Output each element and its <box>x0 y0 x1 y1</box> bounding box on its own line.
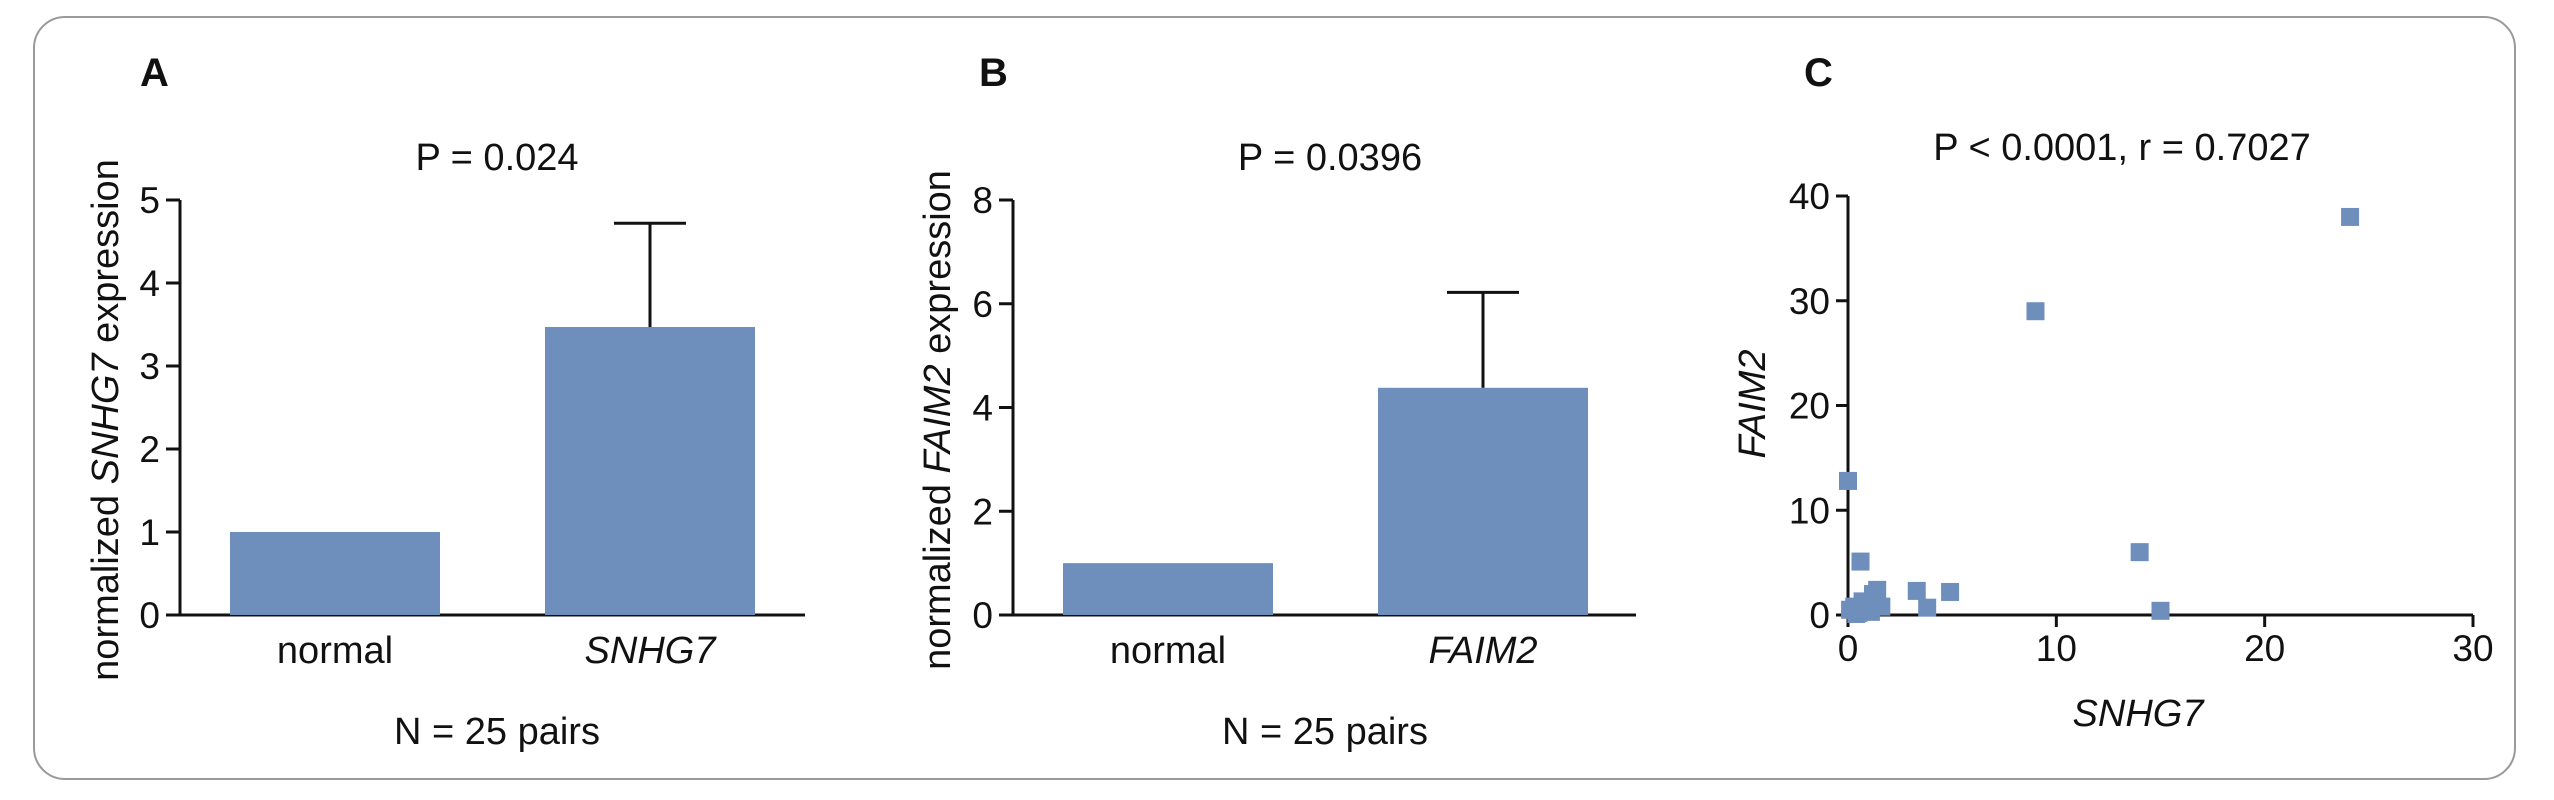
panel-a-xlabel: N = 25 pairs <box>394 711 600 753</box>
panel-c-ytick-label: 20 <box>1789 386 1830 427</box>
panel-c-ytick-label: 40 <box>1789 176 1830 217</box>
panel-a-ytick-label: 5 <box>139 180 160 221</box>
panel-c-xtick-label: 20 <box>2244 628 2285 669</box>
panel-c-xtick-label: 10 <box>2036 628 2077 669</box>
panel-c-ylabel: FAIM2 <box>1732 349 1774 458</box>
panel-b-ytick-label: 0 <box>972 595 993 636</box>
panel-a-bar <box>230 532 440 615</box>
panel-c-letter: C <box>1804 51 1833 95</box>
panel-b-ylabel: normalized FAIM2 expression <box>917 170 959 670</box>
panel-c-xtick-label: 30 <box>2452 628 2493 669</box>
panel-a: A P = 0.024 normalized SNHG7 expression … <box>85 51 805 753</box>
panel-c-ytick-label: 10 <box>1789 490 1830 531</box>
panel-c-point <box>1918 598 1937 617</box>
panel-c-point <box>2151 601 2170 620</box>
panel-c-ytick-label: 30 <box>1789 281 1830 322</box>
panel-c-title: P < 0.0001, r = 0.7027 <box>1933 127 2311 169</box>
panel-c: C P < 0.0001, r = 0.7027 FAIM2 SNHG7 0 10… <box>1732 51 2494 735</box>
panel-a-ytick-label: 2 <box>139 429 160 470</box>
panel-c-point <box>1861 602 1880 621</box>
figure-frame <box>33 16 2516 780</box>
panel-a-ytick-label: 1 <box>139 512 160 553</box>
panel-b-ytick-label: 8 <box>972 180 993 221</box>
panel-c-xtick-label: 0 <box>1838 628 1859 669</box>
panel-b-ytick-label: 6 <box>972 284 993 325</box>
panel-b: B P = 0.0396 normalized FAIM2 expression… <box>917 51 1636 753</box>
panel-a-ylabel: normalized SNHG7 expression <box>85 159 127 681</box>
panel-b-category-label: normal <box>1110 630 1226 672</box>
panel-c-ytick-label: 0 <box>1809 595 1830 636</box>
panel-b-title: P = 0.0396 <box>1238 137 1422 179</box>
panel-b-xlabel: N = 25 pairs <box>1222 711 1428 753</box>
panel-c-point <box>1907 581 1926 600</box>
panel-a-ytick-label: 4 <box>139 263 160 304</box>
panel-a-category-label: SNHG7 <box>585 630 718 672</box>
panel-c-xlabel: SNHG7 <box>2073 693 2206 735</box>
panel-a-ytick-label: 0 <box>139 595 160 636</box>
panel-a-letter: A <box>140 51 169 95</box>
panel-a-category-label: normal <box>277 630 393 672</box>
panel-c-point <box>1868 580 1887 599</box>
panel-b-ytick-label: 2 <box>972 491 993 532</box>
panel-a-bar <box>545 326 755 615</box>
panel-b-letter: B <box>979 51 1008 95</box>
panel-b-bar <box>1063 563 1273 615</box>
panel-b-category-label: FAIM2 <box>1428 630 1537 672</box>
panel-a-title: P = 0.024 <box>415 137 578 179</box>
panel-b-bar <box>1378 387 1588 615</box>
panel-a-ytick-label: 3 <box>139 346 160 387</box>
panel-b-ytick-label: 4 <box>972 388 993 429</box>
panel-c-point <box>1941 582 1960 601</box>
panel-c-point <box>1851 552 1870 571</box>
panel-c-point <box>2130 543 2149 562</box>
panel-c-point <box>2026 302 2045 321</box>
panel-c-point <box>2341 207 2360 226</box>
panel-c-point <box>1839 471 1857 490</box>
